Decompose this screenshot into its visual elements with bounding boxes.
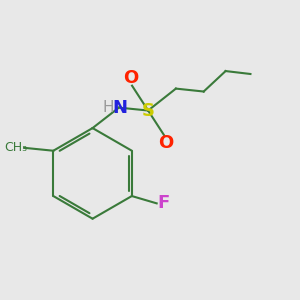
Text: CH₃: CH₃ (4, 141, 28, 154)
Text: S: S (142, 101, 154, 119)
Text: N: N (113, 99, 128, 117)
Text: O: O (123, 69, 138, 87)
Text: O: O (158, 134, 173, 152)
Text: F: F (158, 194, 170, 212)
Text: H: H (102, 100, 113, 115)
